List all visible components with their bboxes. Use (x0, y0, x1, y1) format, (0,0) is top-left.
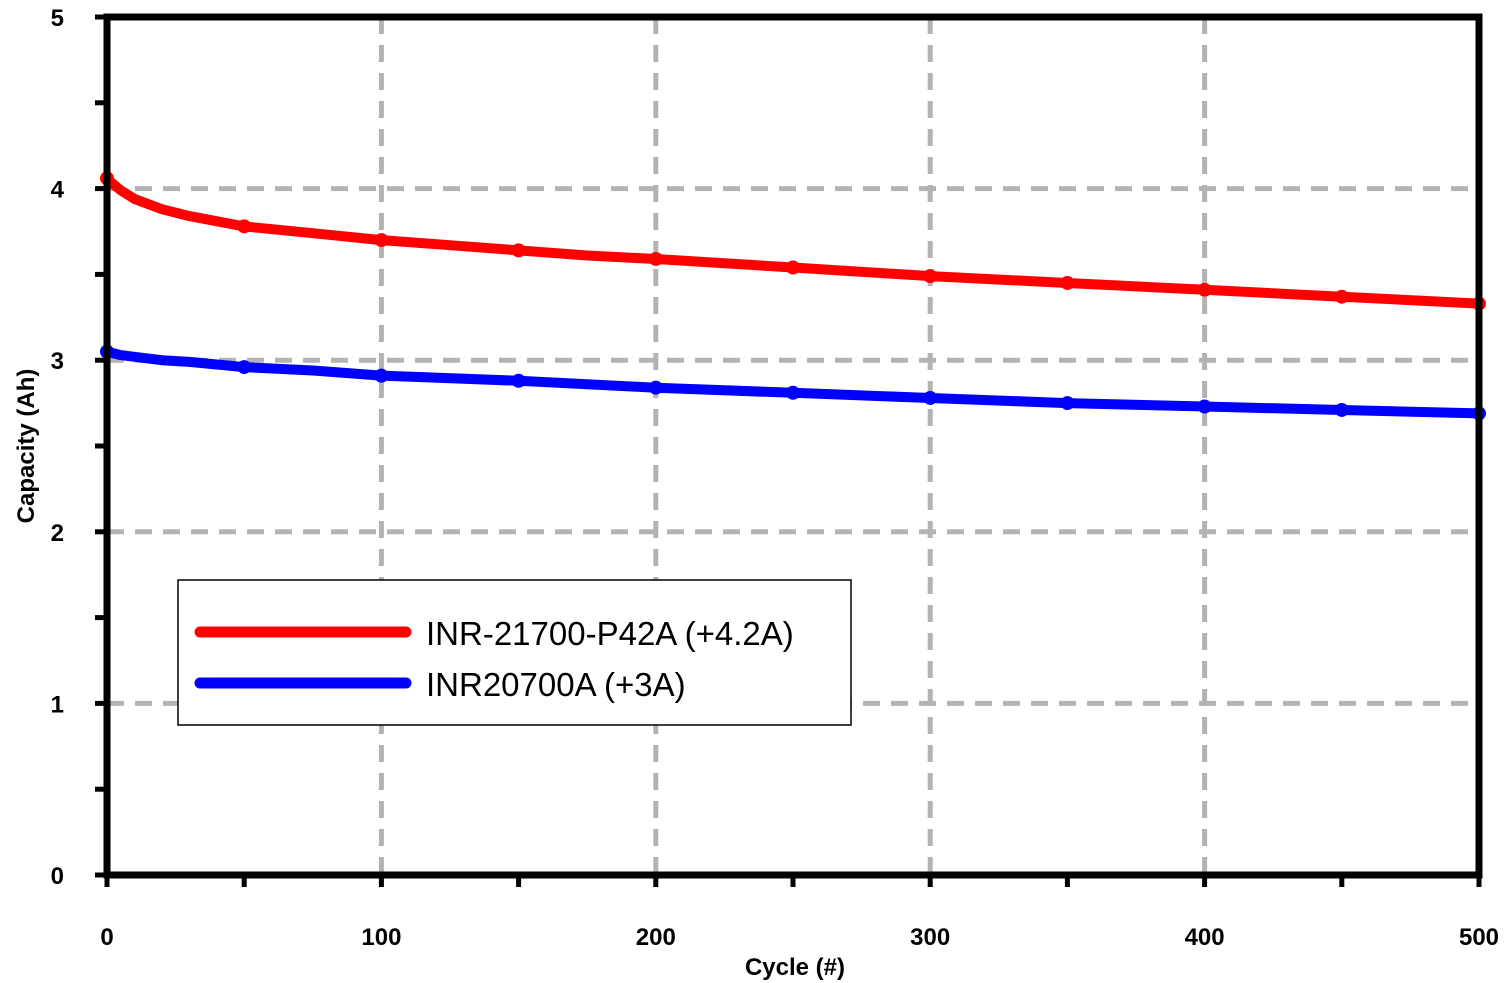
plot-frame (103, 13, 1483, 879)
series-1-point-50 (237, 360, 252, 375)
y-tick-label-2: 2 (51, 520, 64, 547)
series-1-point-250 (786, 385, 800, 400)
y-tick-label-1: 1 (51, 691, 64, 718)
y-tick-label-3: 3 (51, 348, 64, 375)
y-tick-label-5: 5 (51, 5, 64, 32)
legend-box (177, 579, 852, 726)
x-tick-label-100: 100 (361, 924, 401, 951)
legend-label-20700a: INR20700A (+3A) (426, 666, 686, 703)
series-layer (100, 171, 1486, 421)
series-0-point-450 (1334, 289, 1349, 304)
series-1-point-150 (511, 373, 526, 388)
x-tick-label-400: 400 (1185, 924, 1225, 951)
series-0-point-300 (923, 269, 938, 284)
series-1-point-350 (1060, 396, 1075, 411)
series-1-point-300 (923, 390, 938, 405)
axis-ticks: 0 100 200 300 400 500 0 1 2 3 4 5 (51, 5, 1499, 951)
legend-label-p42a: INR-21700-P42A (+4.2A) (426, 615, 794, 652)
series-line-0 (102, 173, 1484, 309)
series-0-point-50 (237, 219, 252, 234)
grid-lines (107, 17, 1479, 875)
y-tick-label-4: 4 (51, 177, 65, 204)
series-1-point-100 (374, 368, 389, 383)
series-0-point-150 (511, 243, 526, 258)
x-tick-label-500: 500 (1459, 924, 1499, 951)
series-0-point-200 (648, 251, 663, 266)
x-tick-label-300: 300 (910, 924, 950, 951)
series-0-point-400 (1197, 282, 1212, 297)
x-axis-title: Cycle (#) (745, 954, 845, 981)
series-0-point-350 (1060, 275, 1075, 290)
series-line-1 (102, 346, 1484, 419)
x-tick-label-200: 200 (636, 924, 676, 951)
series-1-point-450 (1334, 402, 1349, 417)
series-1-point-400 (1197, 399, 1212, 414)
series-0-point-100 (374, 233, 389, 248)
series-0-point-250 (786, 260, 800, 275)
x-tick-label-0: 0 (100, 924, 113, 951)
series-1-point-200 (648, 380, 663, 395)
y-axis-title: Capacity (Ah) (13, 369, 40, 524)
y-tick-label-0: 0 (51, 863, 64, 890)
legend: INR-21700-P42A (+4.2A) INR20700A (+3A) (177, 579, 852, 726)
